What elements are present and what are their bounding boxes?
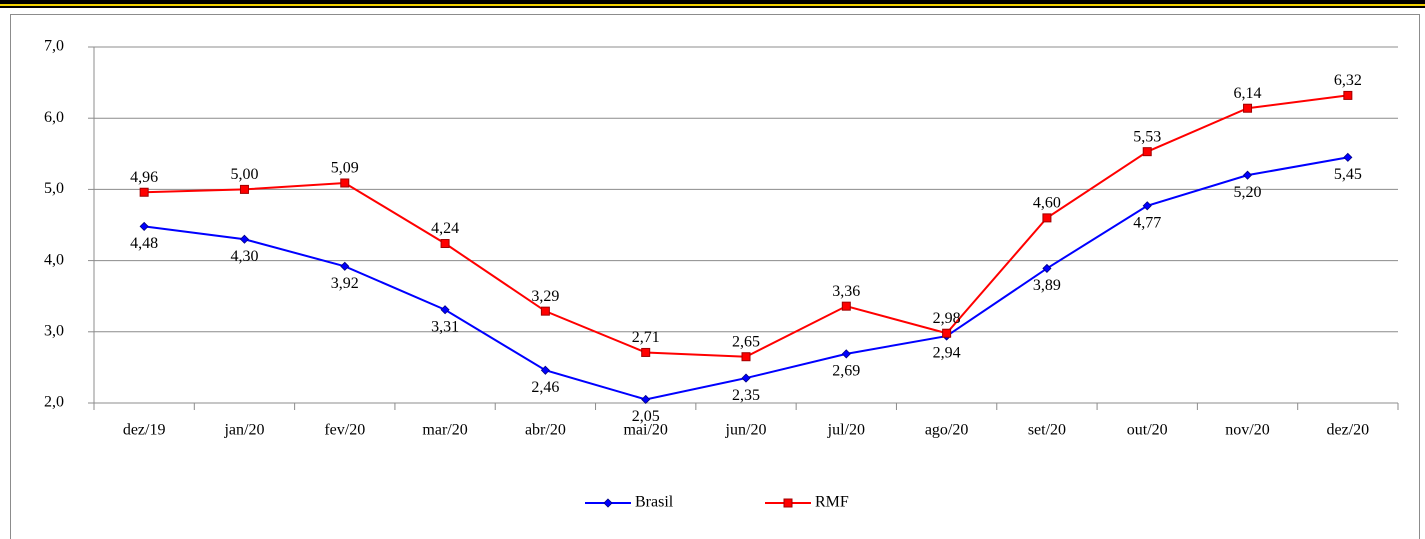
data-point xyxy=(440,305,450,315)
data-point xyxy=(741,352,751,362)
data-label: 4,60 xyxy=(1033,195,1061,212)
data-point xyxy=(841,349,851,359)
data-line xyxy=(144,94,1348,358)
x-tick-label: jul/20 xyxy=(827,422,865,439)
data-label: 2,98 xyxy=(933,310,961,327)
data-point xyxy=(1242,170,1253,180)
data-point xyxy=(239,234,250,244)
data-label: 3,92 xyxy=(331,275,359,292)
data-point xyxy=(540,306,550,316)
y-tick-label: 5,0 xyxy=(44,180,64,197)
legend-marker xyxy=(603,498,613,508)
data-point xyxy=(139,221,149,231)
data-label: 2,46 xyxy=(531,379,559,396)
x-tick-label: fev/20 xyxy=(324,422,365,439)
data-label: 2,71 xyxy=(632,329,660,346)
data-label: 2,65 xyxy=(732,333,760,350)
x-tick-label: nov/20 xyxy=(1225,422,1269,439)
data-label: 5,00 xyxy=(230,166,258,183)
data-point xyxy=(340,178,350,188)
y-tick-label: 4,0 xyxy=(44,251,64,268)
x-tick-label: jun/20 xyxy=(725,422,767,439)
y-tick-label: 3,0 xyxy=(44,322,64,339)
data-label: 4,24 xyxy=(431,220,459,237)
data-label: 2,69 xyxy=(832,363,860,380)
x-tick-label: out/20 xyxy=(1127,422,1168,439)
x-tick-label: mar/20 xyxy=(422,422,467,439)
data-point xyxy=(841,301,851,311)
data-point xyxy=(1142,201,1152,211)
top-bar xyxy=(0,0,1425,4)
y-tick-label: 7,0 xyxy=(44,38,64,55)
data-label: 4,77 xyxy=(1133,214,1161,231)
data-line xyxy=(144,156,1349,401)
data-label: 2,05 xyxy=(632,408,660,425)
top-bar xyxy=(0,6,1425,8)
data-point xyxy=(340,261,350,271)
chart-frame xyxy=(10,14,1420,539)
x-tick-label: ago/20 xyxy=(925,422,969,439)
data-label: 6,32 xyxy=(1334,72,1362,89)
data-label: 3,31 xyxy=(431,318,459,335)
x-tick-label: abr/20 xyxy=(525,422,566,439)
data-label: 5,20 xyxy=(1234,184,1262,201)
legend-label: Brasil xyxy=(635,494,674,511)
y-tick-label: 2,0 xyxy=(44,394,64,411)
data-point xyxy=(540,365,550,375)
data-point xyxy=(942,328,952,338)
data-point xyxy=(1343,90,1353,100)
data-point xyxy=(1243,103,1253,113)
y-tick-label: 6,0 xyxy=(44,109,64,126)
data-label: 6,14 xyxy=(1234,85,1262,102)
x-tick-label: jan/20 xyxy=(223,422,264,439)
data-label: 3,36 xyxy=(832,283,860,300)
data-point xyxy=(1343,152,1353,162)
data-point xyxy=(741,373,751,383)
data-label: 4,96 xyxy=(130,169,158,186)
top-stripe xyxy=(0,4,1425,6)
data-point xyxy=(641,394,651,405)
x-tick-label: mai/20 xyxy=(623,422,667,439)
data-point xyxy=(1042,213,1052,223)
data-point xyxy=(1142,147,1152,157)
legend-marker xyxy=(783,498,793,508)
x-tick-label: dez/20 xyxy=(1327,422,1370,439)
data-label: 4,30 xyxy=(230,248,258,265)
data-label: 5,45 xyxy=(1334,166,1362,183)
x-tick-label: dez/19 xyxy=(123,422,166,439)
data-label: 3,29 xyxy=(531,288,559,305)
data-point xyxy=(139,187,149,197)
data-point xyxy=(440,239,450,249)
x-tick-label: set/20 xyxy=(1028,422,1066,439)
legend-label: RMF xyxy=(815,494,849,511)
data-label: 5,09 xyxy=(331,160,359,177)
data-point xyxy=(1042,263,1052,273)
data-label: 4,48 xyxy=(130,235,158,252)
data-label: 2,94 xyxy=(933,345,961,362)
data-point xyxy=(239,184,249,194)
data-label: 5,53 xyxy=(1133,128,1161,145)
data-label: 3,89 xyxy=(1033,277,1061,294)
data-point xyxy=(641,347,651,357)
data-label: 2,35 xyxy=(732,387,760,404)
